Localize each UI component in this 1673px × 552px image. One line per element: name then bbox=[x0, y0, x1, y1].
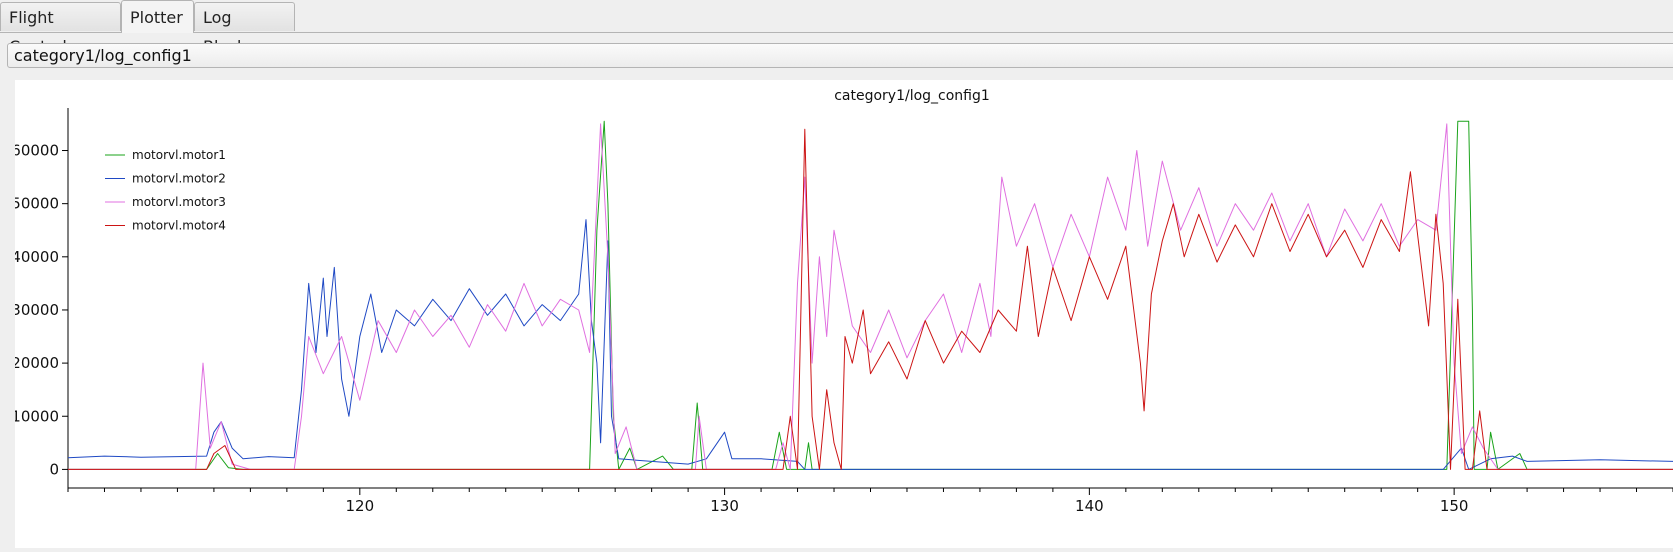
y-tick-label: 60000 bbox=[15, 142, 59, 160]
y-tick-label: 0 bbox=[49, 460, 59, 478]
line-chart: category1/log_config1 0 10000 20000 30000 40… bbox=[11, 88, 1673, 515]
x-tick-label: 120 bbox=[345, 497, 374, 515]
log-config-select[interactable]: category1/log_config1 bbox=[7, 43, 1673, 68]
tab-bar: Flight Control Plotter Log Blocks bbox=[0, 0, 1673, 56]
y-tick-label: 40000 bbox=[15, 248, 59, 266]
series-line bbox=[68, 128, 1673, 470]
y-tick-label: 30000 bbox=[15, 301, 59, 319]
series-lines bbox=[67, 120, 1673, 470]
plot-area: category1/log_config1 0 10000 20000 30000 40… bbox=[11, 80, 1673, 548]
series-line bbox=[67, 219, 1673, 470]
x-tick-label: 150 bbox=[1440, 497, 1469, 515]
tab-flight-control[interactable]: Flight Control bbox=[0, 2, 121, 56]
chart-title: category1/log_config1 bbox=[834, 88, 990, 104]
x-tick-label: 140 bbox=[1075, 497, 1104, 515]
y-tick-label: 50000 bbox=[15, 195, 59, 213]
legend-label: motorvl.motor1 bbox=[132, 148, 226, 162]
series-line bbox=[68, 120, 1673, 470]
legend-label: motorvl.motor3 bbox=[132, 195, 226, 209]
y-tick-label: 20000 bbox=[15, 354, 59, 372]
x-tick-label: 130 bbox=[710, 497, 739, 515]
legend: motorvl.motor1 motorvl.motor2 motorvl.moto… bbox=[105, 148, 226, 233]
legend-label: motorvl.motor4 bbox=[132, 219, 226, 233]
legend-label: motorvl.motor2 bbox=[132, 172, 226, 186]
axes: 0 10000 20000 30000 40000 50000 60000 120 130 140… bbox=[11, 108, 1673, 515]
series-line bbox=[68, 123, 1673, 470]
tab-log-blocks[interactable]: Log Blocks bbox=[194, 2, 295, 56]
y-tick-label: 10000 bbox=[15, 407, 59, 425]
tab-plotter[interactable]: Plotter bbox=[121, 0, 194, 33]
